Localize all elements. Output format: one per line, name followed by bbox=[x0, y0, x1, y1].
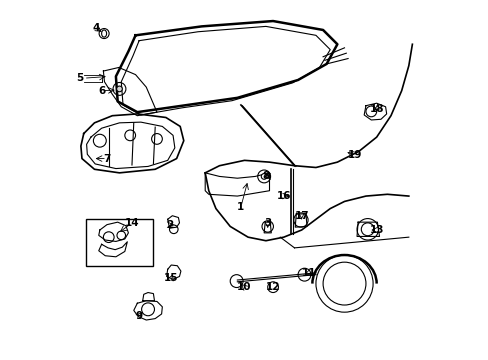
Text: 19: 19 bbox=[347, 150, 362, 160]
Circle shape bbox=[267, 282, 278, 293]
Text: 12: 12 bbox=[265, 282, 280, 292]
Circle shape bbox=[261, 174, 266, 179]
FancyBboxPatch shape bbox=[85, 219, 153, 266]
Text: 14: 14 bbox=[124, 218, 139, 228]
Text: 11: 11 bbox=[301, 268, 315, 278]
Text: 15: 15 bbox=[163, 273, 178, 283]
Text: 4: 4 bbox=[92, 23, 100, 33]
Text: 17: 17 bbox=[294, 211, 308, 221]
Text: 1: 1 bbox=[237, 202, 244, 212]
Text: 18: 18 bbox=[368, 104, 383, 113]
Text: 7: 7 bbox=[103, 154, 110, 163]
Text: 3: 3 bbox=[264, 218, 271, 228]
Text: 13: 13 bbox=[368, 225, 383, 235]
Circle shape bbox=[116, 86, 122, 92]
Text: 9: 9 bbox=[135, 311, 142, 321]
Text: 6: 6 bbox=[98, 86, 105, 96]
Text: 5: 5 bbox=[77, 73, 83, 83]
Text: 16: 16 bbox=[276, 191, 290, 201]
Text: 8: 8 bbox=[262, 171, 269, 181]
Text: 10: 10 bbox=[237, 282, 251, 292]
Text: 2: 2 bbox=[165, 220, 173, 230]
